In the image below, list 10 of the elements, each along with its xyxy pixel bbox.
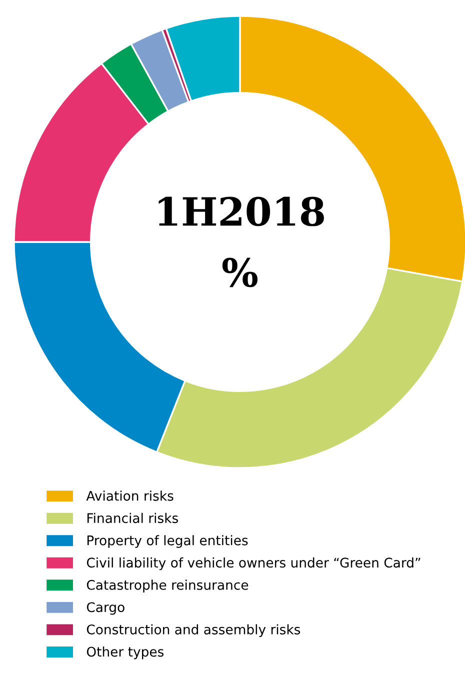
legend-label: Civil liability of vehicle owners under “Green Card” <box>86 557 420 570</box>
legend-label: Cargo <box>86 602 124 615</box>
legend-label: Other types <box>86 646 164 660</box>
legend-label: Catastrophe reinsurance <box>86 580 248 592</box>
text: % <box>222 258 258 288</box>
legend-label: Aviation risks <box>86 490 174 501</box>
text: 1H2018 <box>158 196 324 226</box>
legend-label: Financial risks <box>87 512 178 524</box>
legend-label: Construction and assembly risks <box>86 624 300 637</box>
legend-label: Property of legal entities <box>87 535 248 548</box>
